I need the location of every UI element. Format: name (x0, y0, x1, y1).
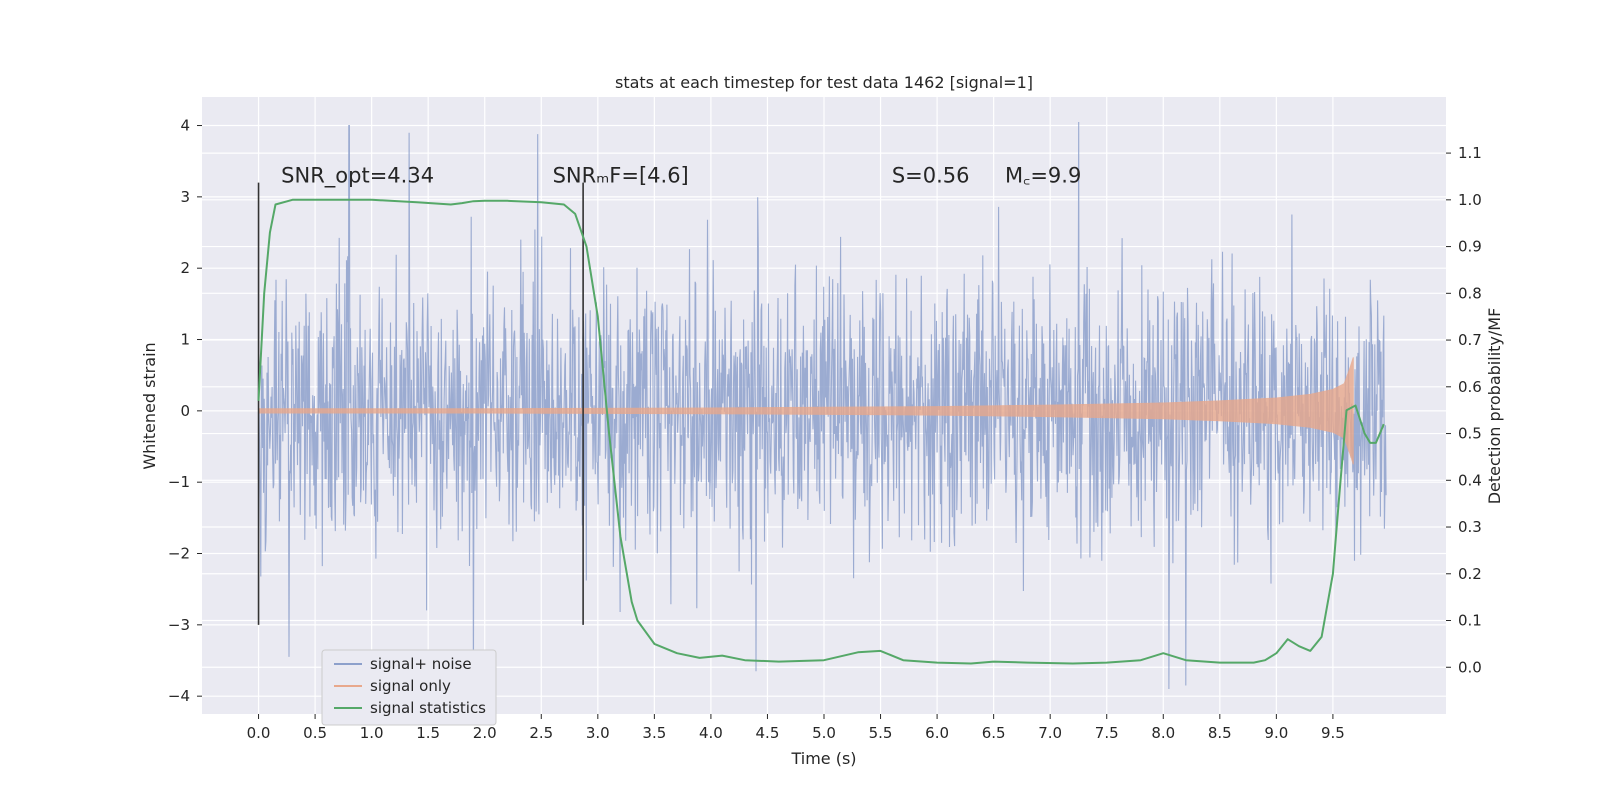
x-tick-label: 0.0 (247, 724, 271, 742)
x-tick-label: 6.5 (982, 724, 1006, 742)
y-tick-label: −2 (168, 545, 190, 563)
y2-tick-label: 0.7 (1458, 331, 1482, 349)
x-tick-label: 9.0 (1264, 724, 1288, 742)
series-signal-noise (257, 121, 1387, 690)
x-tick-label: 1.0 (360, 724, 384, 742)
series-signal-statistics (257, 198, 1385, 665)
annotation-text: SNR_opt=4.34 (281, 164, 434, 189)
y2-tick-label: 0.5 (1458, 425, 1482, 443)
y2-tick-label: 0.6 (1458, 378, 1482, 396)
y-tick-label: 1 (180, 331, 190, 349)
x-tick-label: 8.0 (1151, 724, 1175, 742)
y2-axis-ticks: 1.1 1.0 0.9 0.8 0.7 0.6 0.5 0.4 0.3 0.2 0.1 0.0 (1446, 144, 1482, 676)
x-tick-label: 6.0 (925, 724, 949, 742)
y-axis-label: Whitened strain (140, 342, 159, 469)
y2-tick-label: 0.4 (1458, 471, 1482, 489)
y-tick-label: −1 (168, 473, 190, 491)
x-tick-label: 2.0 (473, 724, 497, 742)
x-tick-label: 3.5 (642, 724, 666, 742)
y-tick-label: 3 (180, 188, 190, 206)
noise-trace (257, 121, 1387, 690)
y2-tick-label: 0.9 (1458, 238, 1482, 256)
chart-title: stats at each timestep for test data 146… (615, 73, 1033, 92)
x-tick-label: 3.0 (586, 724, 610, 742)
x-tick-label: 8.5 (1208, 724, 1232, 742)
signal-envelope (258, 357, 1354, 465)
y2-axis-label: Detection probability/MF (1485, 308, 1504, 505)
legend-label-noise: signal+ noise (370, 655, 472, 673)
y2-tick-label: 0.1 (1458, 612, 1482, 630)
x-tick-label: 5.5 (869, 724, 893, 742)
y-tick-label: −4 (168, 687, 190, 705)
y-tick-label: 2 (180, 259, 190, 277)
annotations: SNR_opt=4.34 SNRₘF=[4.6] S=0.56 M꜀=9.9 (281, 164, 1081, 189)
stat-line (257, 198, 1385, 665)
legend-label-stat: signal statistics (370, 699, 486, 717)
legend-box (321, 649, 497, 726)
x-axis-label: Time (s) (790, 749, 856, 768)
y2-tick-label: 0.0 (1458, 658, 1482, 676)
annotation-text: M꜀=9.9 (1005, 164, 1081, 188)
annotation-text: S=0.56 (892, 164, 970, 188)
y2-tick-label: 1.0 (1458, 191, 1482, 209)
y-tick-label: −3 (168, 616, 190, 634)
x-tick-label: 1.5 (416, 724, 440, 742)
x-axis-ticks: 0.0 0.5 1.0 1.5 2.0 2.5 3.0 3.5 4.0 4.5 5.0 5.5 6.0 6… (247, 714, 1345, 742)
y-tick-label: 0 (180, 402, 190, 420)
x-tick-label: 5.0 (812, 724, 836, 742)
legend: signal+ noise signal only signal statist… (321, 649, 497, 726)
y2-tick-label: 0.8 (1458, 284, 1482, 302)
legend-label-signal: signal only (370, 677, 451, 695)
x-tick-label: 4.0 (699, 724, 723, 742)
x-tick-label: 7.0 (1038, 724, 1062, 742)
x-tick-label: 2.5 (529, 724, 553, 742)
x-tick-label: 7.5 (1095, 724, 1119, 742)
vertical-markers (257, 182, 584, 625)
y2-tick-label: 0.2 (1458, 565, 1482, 583)
x-tick-label: 0.5 (303, 724, 327, 742)
y2-tick-label: 1.1 (1458, 144, 1482, 162)
series-signal-only (258, 357, 1354, 465)
x-tick-label: 9.5 (1321, 724, 1345, 742)
y-axis-ticks: 4 3 2 1 0 −1 −2 −3 −4 (168, 117, 202, 705)
y-tick-label: 4 (180, 117, 190, 135)
x-tick-label: 4.5 (756, 724, 780, 742)
y2-tick-label: 0.3 (1458, 518, 1482, 536)
annotation-text: SNRₘF=[4.6] (553, 164, 689, 188)
